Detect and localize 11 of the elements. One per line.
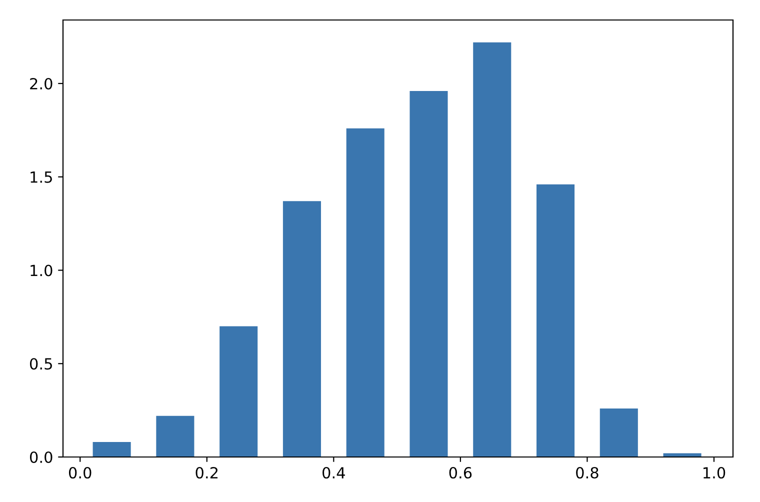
x-tick-label: 0.6 (449, 466, 472, 479)
x-tick-label: 0.0 (68, 466, 92, 479)
y-tick-label: 1.5 (30, 172, 52, 183)
y-tick-label: 2.0 (30, 78, 52, 90)
x-tick-label: 0.4 (322, 466, 345, 479)
y-tick-label: 0.0 (30, 451, 52, 464)
y-tick-label: 0.5 (30, 358, 52, 370)
x-tick-label: 0.8 (576, 466, 598, 479)
x-tick-label: 1.0 (704, 466, 726, 479)
y-tick-label: 1.0 (30, 264, 52, 276)
x-tick-label: 0.2 (196, 466, 218, 479)
